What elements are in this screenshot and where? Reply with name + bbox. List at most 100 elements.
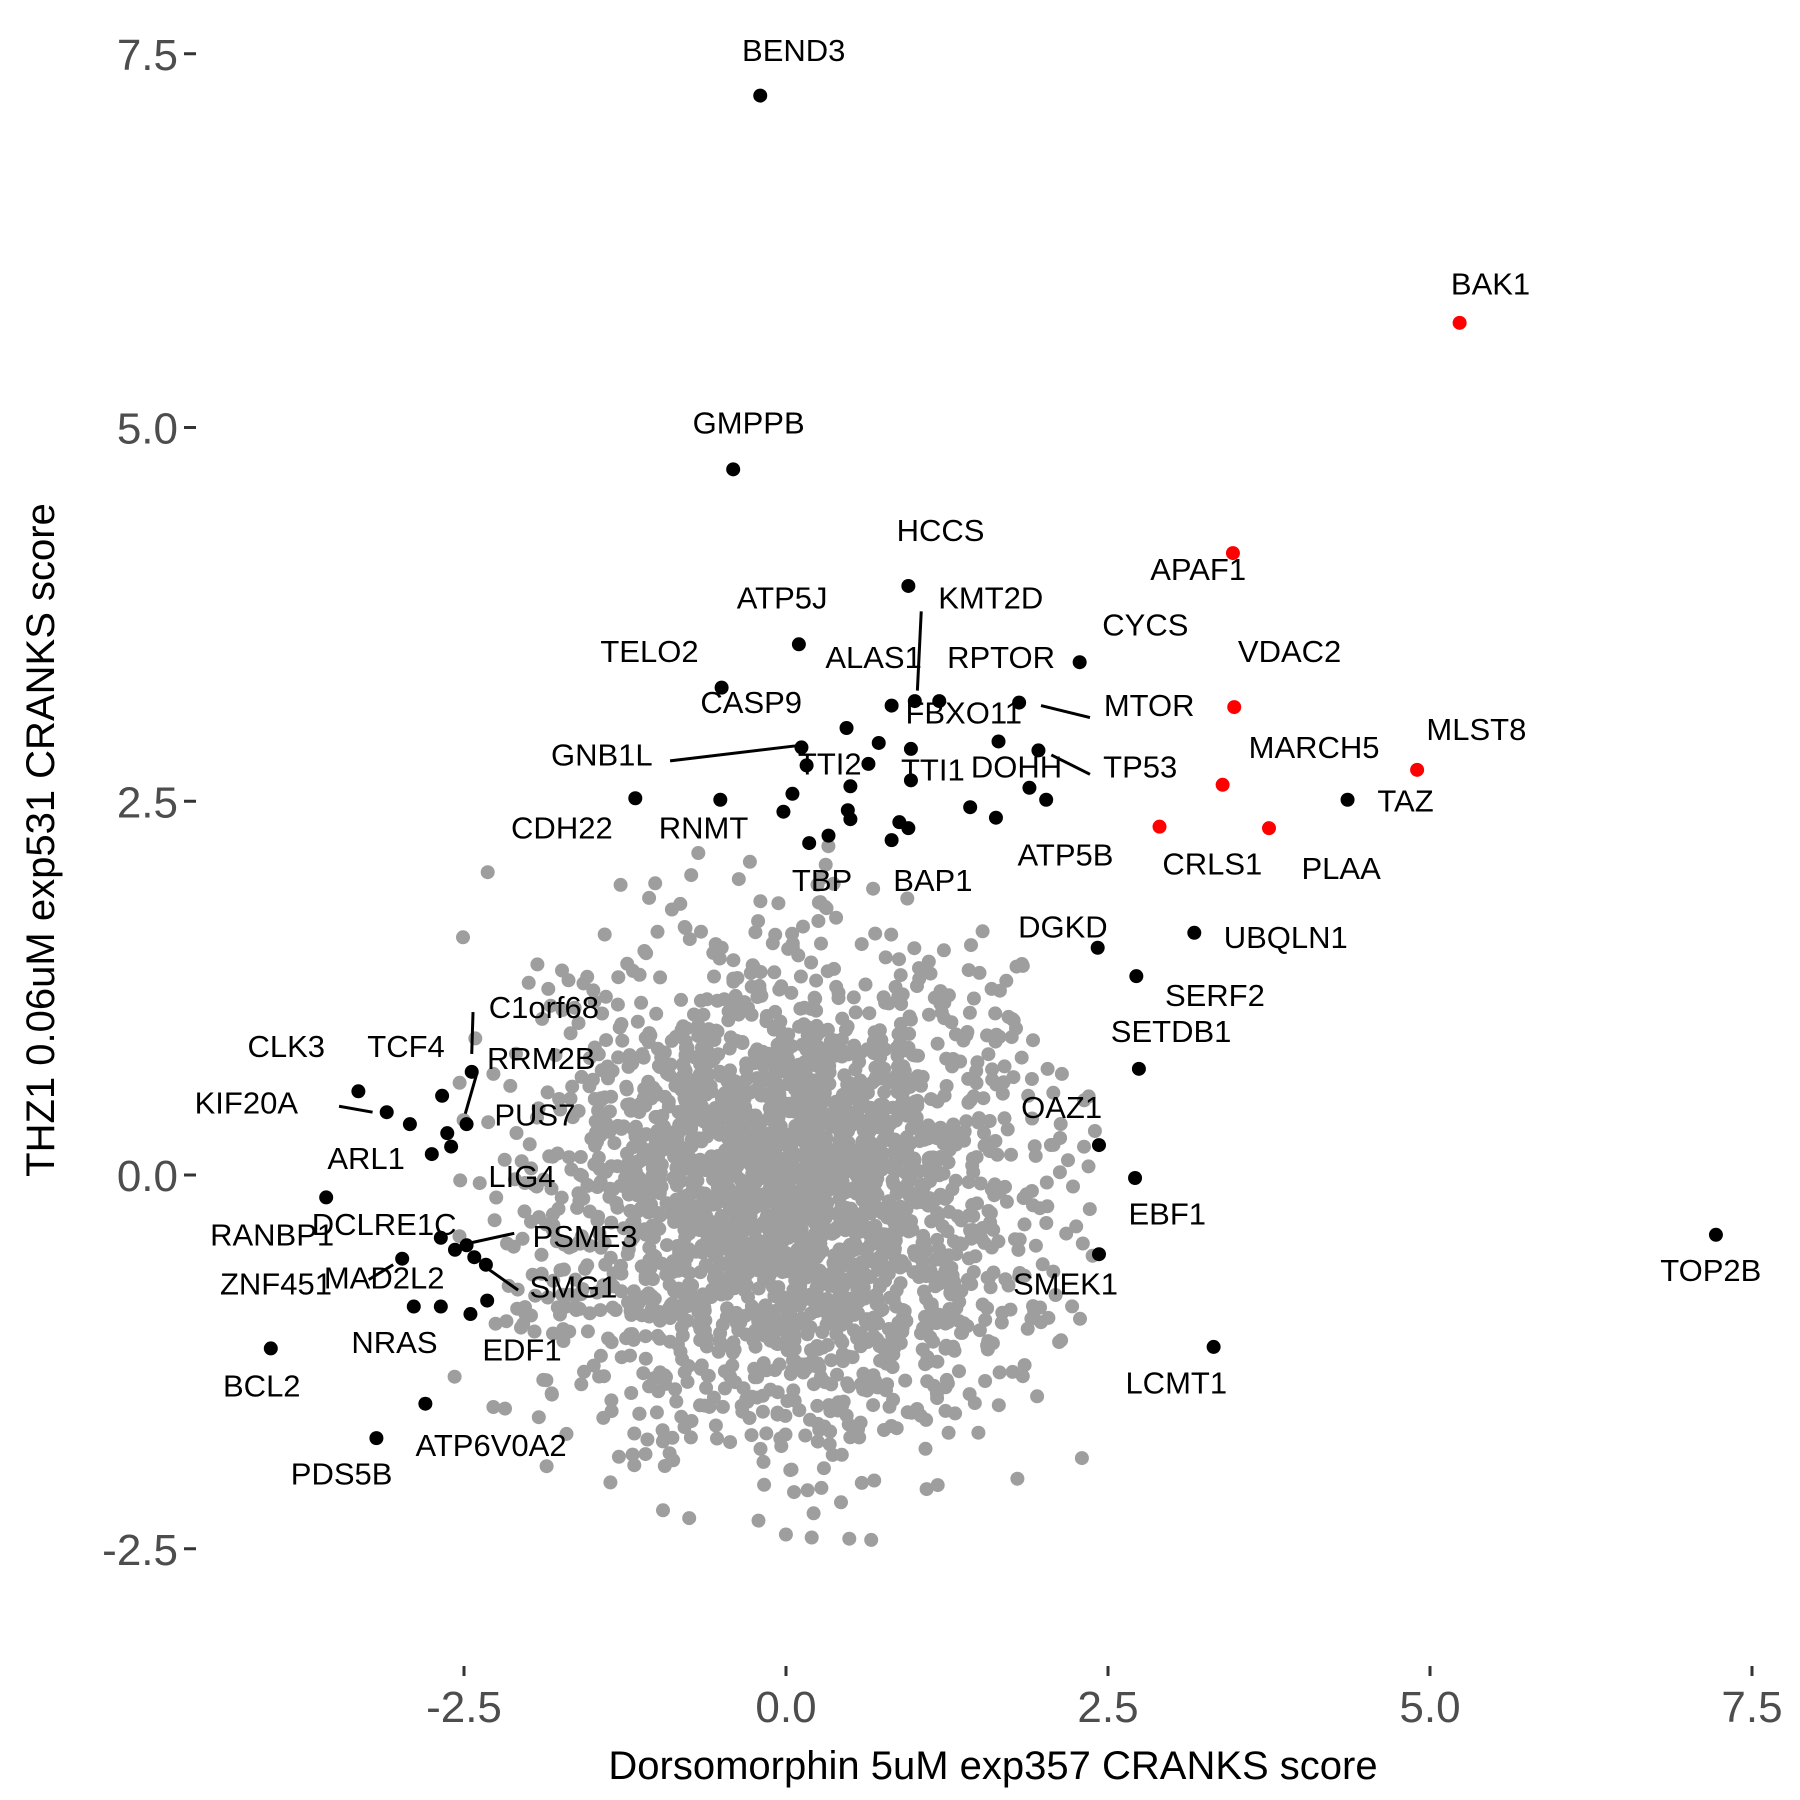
point-label: GNB1L xyxy=(551,737,653,772)
background-point xyxy=(1059,1226,1074,1241)
background-point xyxy=(540,1290,555,1305)
background-point xyxy=(934,1005,949,1020)
background-point xyxy=(657,1459,672,1473)
point-label: MLST8 xyxy=(1426,712,1526,747)
point-label: GMPPB xyxy=(693,405,805,440)
background-point xyxy=(940,1224,955,1239)
x-axis-title: Dorsomorphin 5uM exp357 CRANKS score xyxy=(608,1744,1377,1788)
background-point xyxy=(619,1082,634,1097)
background-point xyxy=(734,1398,749,1413)
background-point xyxy=(746,960,761,974)
background-point xyxy=(771,896,786,911)
background-point xyxy=(707,969,721,984)
background-point xyxy=(731,872,746,887)
background-point xyxy=(889,1179,903,1194)
background-point xyxy=(809,1003,824,1018)
background-point xyxy=(683,1097,698,1112)
background-point xyxy=(931,1277,946,1291)
background-point xyxy=(924,1092,938,1107)
background-point xyxy=(922,1354,937,1369)
background-point xyxy=(965,1197,980,1212)
background-point xyxy=(870,1171,885,1186)
background-point xyxy=(614,1350,629,1365)
background-point xyxy=(757,1477,772,1492)
background-point xyxy=(800,1170,815,1185)
background-point xyxy=(651,1304,666,1319)
background-point xyxy=(796,919,810,934)
background-point xyxy=(893,968,908,983)
labeled-point xyxy=(884,698,899,713)
background-point xyxy=(773,1014,788,1029)
background-point xyxy=(571,1016,586,1031)
background-point xyxy=(840,1376,855,1391)
background-point xyxy=(575,1168,589,1183)
background-point xyxy=(663,1138,678,1153)
background-point xyxy=(781,1343,796,1358)
background-point xyxy=(997,1111,1012,1126)
background-point xyxy=(693,1398,707,1413)
background-point xyxy=(898,1258,912,1273)
background-point xyxy=(739,1186,754,1201)
background-point xyxy=(711,1275,726,1290)
background-point xyxy=(984,981,999,996)
background-point xyxy=(748,1339,763,1354)
background-point xyxy=(756,1356,771,1371)
background-point xyxy=(835,1317,849,1332)
background-point xyxy=(810,877,825,892)
background-point xyxy=(953,1236,968,1251)
leader-line xyxy=(466,1231,515,1246)
background-point xyxy=(1017,1217,1032,1232)
background-point xyxy=(971,1425,986,1440)
background-point xyxy=(728,988,743,1003)
background-point xyxy=(898,1137,913,1151)
background-point xyxy=(821,839,836,854)
background-point xyxy=(786,1145,801,1160)
background-point xyxy=(862,1006,877,1021)
point-label: TELO2 xyxy=(600,634,698,669)
highlighted-point xyxy=(1227,700,1242,715)
background-point xyxy=(772,982,787,997)
background-point xyxy=(673,896,688,911)
labeled-point xyxy=(901,821,916,836)
background-point xyxy=(806,1377,821,1392)
background-point xyxy=(807,1342,822,1357)
background-point xyxy=(853,1377,868,1392)
point-label: RNMT xyxy=(659,811,749,846)
point-label: PDS5B xyxy=(291,1456,393,1491)
background-point xyxy=(960,1272,975,1287)
background-point xyxy=(793,1246,807,1261)
point-label: LIG4 xyxy=(488,1159,555,1194)
background-point xyxy=(921,1318,936,1333)
background-point xyxy=(630,1204,645,1219)
leader-line xyxy=(367,1263,394,1281)
background-point xyxy=(902,1026,917,1041)
background-point xyxy=(943,1286,958,1300)
background-point xyxy=(945,1268,960,1283)
point-label: MAD2L2 xyxy=(324,1261,445,1296)
background-point xyxy=(694,924,708,939)
background-point xyxy=(1046,1264,1061,1279)
background-point xyxy=(682,1511,697,1526)
leader-line xyxy=(1050,753,1091,776)
background-point xyxy=(735,1233,750,1248)
labeled-point xyxy=(903,741,918,756)
background-point xyxy=(753,894,768,909)
labeled-point xyxy=(802,836,817,851)
background-point xyxy=(804,1150,819,1165)
background-point xyxy=(699,1380,714,1395)
background-point xyxy=(927,1378,941,1393)
labeled-point xyxy=(785,786,800,801)
background-point xyxy=(723,1435,738,1450)
background-point xyxy=(769,1336,784,1351)
point-label: SERF2 xyxy=(1165,978,1265,1013)
background-point xyxy=(697,1031,712,1046)
background-point xyxy=(1011,1242,1026,1257)
labeled-point xyxy=(963,800,978,815)
background-point xyxy=(949,1301,964,1316)
background-point xyxy=(794,1357,809,1372)
labeled-point xyxy=(379,1105,394,1120)
background-point xyxy=(844,1182,859,1197)
background-point xyxy=(870,1252,885,1267)
background-point xyxy=(996,1075,1011,1090)
